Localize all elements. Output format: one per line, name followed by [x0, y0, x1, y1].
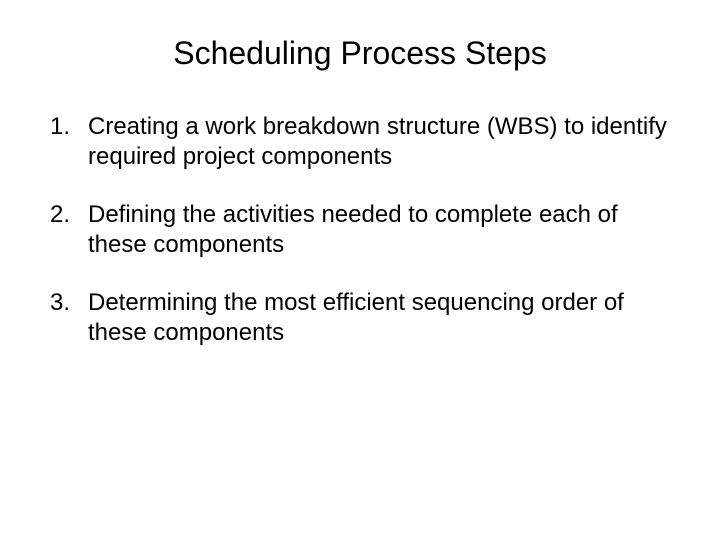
list-number: 1. [40, 112, 88, 142]
list-item: 1. Creating a work breakdown structure (… [40, 112, 680, 172]
list-number: 3. [40, 288, 88, 318]
list-text: Defining the activities needed to comple… [88, 200, 680, 260]
list-text: Determining the most efficient sequencin… [88, 288, 680, 348]
list-item: 3. Determining the most efficient sequen… [40, 288, 680, 348]
list-number: 2. [40, 200, 88, 230]
numbered-list: 1. Creating a work breakdown structure (… [40, 112, 680, 348]
slide-title: Scheduling Process Steps [40, 35, 680, 72]
list-item: 2. Defining the activities needed to com… [40, 200, 680, 260]
list-text: Creating a work breakdown structure (WBS… [88, 112, 680, 172]
